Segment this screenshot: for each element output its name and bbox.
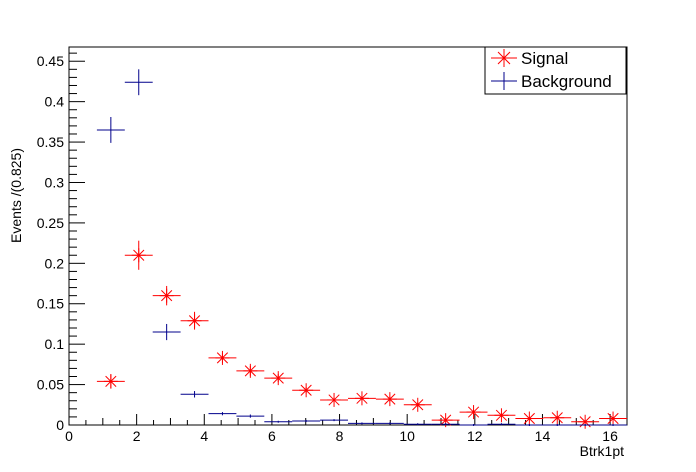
background-point	[320, 419, 348, 422]
signal-point	[403, 397, 432, 412]
series-background	[96, 69, 627, 426]
background-point	[348, 422, 376, 425]
background-point	[208, 412, 237, 416]
y-tick-label: 0.4	[45, 94, 65, 110]
signal-point	[96, 374, 125, 389]
legend-marker-signal	[491, 49, 517, 67]
signal-point	[543, 410, 572, 425]
background-point	[236, 414, 265, 418]
star-arm	[412, 399, 424, 411]
star-arm	[384, 393, 396, 405]
star-arm	[188, 315, 201, 327]
star-arm	[105, 375, 117, 387]
signal-point	[599, 411, 627, 426]
x-tick-label: 6	[268, 428, 276, 444]
y-tick-label: 0	[56, 417, 64, 433]
background-point	[599, 424, 627, 426]
y-tick-label: 0.1	[45, 336, 65, 352]
star-arm	[161, 290, 173, 302]
y-tick-label: 0.05	[37, 377, 64, 393]
y-tick-label: 0.3	[45, 174, 65, 190]
legend: Signal Background	[484, 46, 627, 95]
x-tick-label: 4	[200, 428, 208, 444]
star-arm	[495, 409, 508, 421]
signal-point	[124, 240, 153, 270]
signal-point	[348, 391, 376, 406]
legend-box	[484, 46, 627, 95]
signal-point	[571, 414, 600, 429]
y-tick-label: 0.35	[37, 134, 64, 150]
background-point	[487, 423, 516, 426]
star-arm	[133, 249, 145, 261]
background-point	[459, 424, 488, 426]
background-point	[375, 422, 404, 425]
background-point	[292, 419, 321, 422]
signal-point	[487, 408, 516, 423]
star-arm	[467, 406, 480, 418]
background-point	[571, 424, 600, 426]
star-arm	[328, 394, 340, 406]
y-tick-label: 0.2	[45, 255, 65, 271]
x-tick-label: 8	[336, 428, 344, 444]
x-tick-label: 12	[467, 428, 483, 444]
background-point	[264, 420, 293, 423]
y-tick-label: 0.45	[37, 53, 64, 69]
signal-point	[320, 392, 348, 407]
background-point	[431, 423, 460, 426]
star-arm	[272, 372, 284, 384]
star-arm	[551, 412, 563, 424]
x-tick-label: 0	[65, 428, 73, 444]
star-arm	[300, 384, 312, 396]
signal-point	[292, 383, 321, 398]
signal-point	[375, 392, 404, 407]
legend-label-background: Background	[521, 72, 612, 91]
star-arm	[356, 392, 368, 404]
background-point	[96, 117, 125, 143]
x-axis-title: Btrk1pt	[580, 443, 624, 459]
signal-point	[264, 371, 293, 386]
background-point	[180, 391, 209, 398]
series-signal	[96, 240, 627, 429]
y-tick-label: 0.15	[37, 296, 64, 312]
background-point	[543, 424, 572, 426]
x-tick-label: 10	[399, 428, 415, 444]
x-tick-label: 2	[133, 428, 141, 444]
signal-point	[236, 363, 265, 378]
star-arm	[497, 51, 511, 65]
y-tick-label: 0.25	[37, 215, 64, 231]
x-axis: 0 2 4 6 8 10 12 14 16	[65, 414, 628, 444]
legend-label-signal: Signal	[521, 49, 568, 68]
plot-frame	[68, 46, 628, 426]
y-axis-title: Events /(0.825)	[8, 148, 24, 243]
background-point	[403, 423, 432, 426]
background-point	[124, 69, 153, 96]
signal-point	[152, 285, 181, 306]
star-arm	[523, 412, 535, 425]
legend-marker-background	[491, 72, 517, 90]
x-tick-label: 16	[602, 428, 618, 444]
background-point	[152, 323, 181, 341]
signal-point	[180, 311, 209, 330]
star-arm	[440, 414, 452, 426]
star-arm	[607, 412, 619, 425]
background-point	[515, 424, 544, 426]
signal-point	[515, 411, 544, 426]
series-layer	[96, 69, 627, 429]
star-arm	[244, 365, 256, 377]
signal-point	[459, 405, 488, 420]
x-tick-label: 14	[535, 428, 551, 444]
star-arm	[216, 352, 229, 364]
signal-point	[208, 350, 237, 365]
y-axis: 0 0.05 0.1 0.15 0.2 0.25 0.3 0.35 0.4 0.45	[37, 52, 85, 433]
